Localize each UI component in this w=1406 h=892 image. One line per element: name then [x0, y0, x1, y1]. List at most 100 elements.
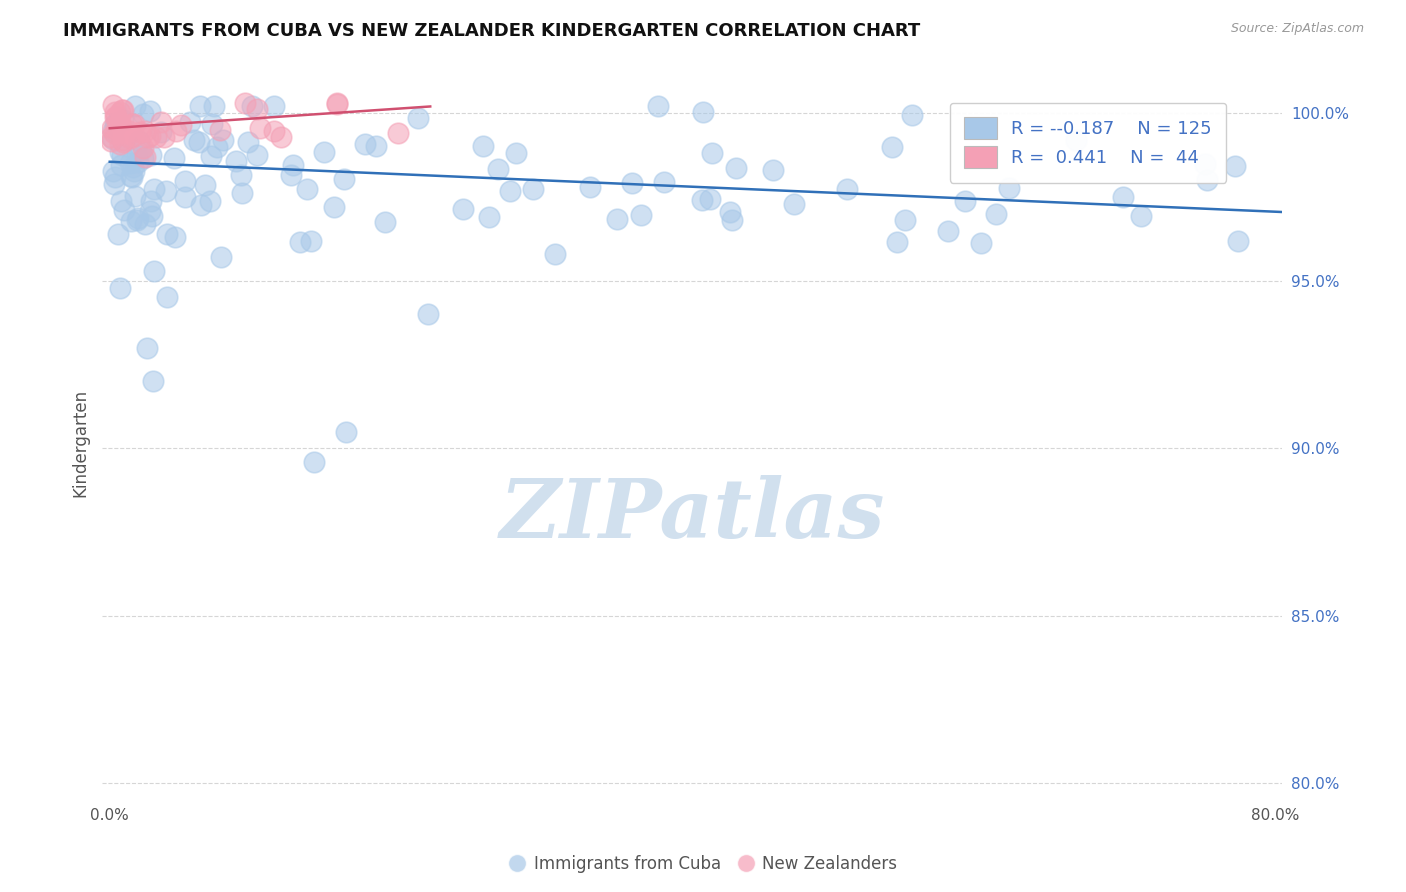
Point	[156, 290, 179, 304]
Point	[647, 99, 669, 113]
Point	[120, 131, 142, 145]
Point	[201, 117, 224, 131]
Point	[408, 112, 430, 126]
Point	[724, 161, 747, 176]
Point	[111, 133, 134, 147]
Point	[131, 107, 153, 121]
Point	[620, 176, 643, 190]
Point	[314, 145, 336, 159]
Point	[1064, 133, 1087, 147]
Point	[118, 156, 141, 170]
Point	[471, 138, 494, 153]
Point	[141, 148, 163, 162]
Point	[122, 117, 145, 131]
Point	[104, 110, 127, 124]
Point	[1194, 157, 1216, 171]
Point	[124, 99, 146, 113]
Point	[110, 104, 132, 119]
Point	[652, 175, 675, 189]
Point	[280, 168, 302, 182]
Point	[1129, 209, 1152, 223]
Point	[101, 124, 124, 138]
Point	[281, 158, 304, 172]
Point	[170, 118, 193, 132]
Point	[142, 182, 165, 196]
Point	[125, 148, 148, 162]
Point	[486, 162, 509, 177]
Point	[263, 99, 285, 113]
Point	[139, 194, 162, 209]
Point	[326, 96, 349, 111]
Point	[108, 115, 131, 129]
Point	[938, 224, 960, 238]
Point	[112, 112, 135, 127]
Point	[997, 181, 1019, 195]
Point	[387, 126, 409, 140]
Point	[110, 194, 132, 209]
Point	[451, 202, 474, 217]
Point	[263, 124, 285, 138]
Point	[111, 124, 134, 138]
Legend: Immigrants from Cuba, New Zealanders: Immigrants from Cuba, New Zealanders	[502, 848, 904, 880]
Point	[107, 227, 129, 241]
Point	[103, 131, 125, 145]
Point	[229, 168, 252, 182]
Point	[699, 192, 721, 206]
Point	[108, 116, 131, 130]
Point	[174, 173, 197, 187]
Point	[128, 134, 150, 148]
Point	[249, 121, 271, 136]
Point	[295, 182, 318, 196]
Point	[165, 124, 187, 138]
Point	[136, 341, 159, 355]
Point	[702, 146, 724, 161]
Point	[114, 126, 136, 140]
Point	[984, 206, 1007, 220]
Point	[240, 99, 263, 113]
Point	[207, 140, 229, 154]
Point	[103, 178, 125, 192]
Point	[183, 132, 205, 146]
Point	[100, 129, 122, 144]
Point	[209, 123, 232, 137]
Legend: R = --0.187    N = 125, R =  0.441    N =  44: R = --0.187 N = 125, R = 0.441 N = 44	[950, 103, 1226, 183]
Point	[139, 128, 162, 143]
Point	[173, 190, 195, 204]
Point	[374, 215, 396, 229]
Point	[1197, 173, 1219, 187]
Point	[246, 148, 269, 162]
Point	[335, 425, 357, 439]
Point	[290, 235, 312, 250]
Point	[120, 169, 142, 183]
Point	[211, 133, 233, 147]
Point	[209, 250, 232, 264]
Point	[132, 141, 155, 155]
Point	[138, 204, 160, 219]
Point	[1226, 234, 1249, 248]
Point	[129, 125, 152, 139]
Point	[231, 186, 253, 200]
Point	[762, 163, 785, 178]
Point	[127, 211, 149, 225]
Point	[246, 102, 269, 116]
Point	[901, 108, 924, 122]
Point	[299, 235, 322, 249]
Point	[304, 455, 326, 469]
Point	[122, 160, 145, 174]
Point	[142, 263, 165, 277]
Point	[364, 138, 387, 153]
Point	[718, 205, 741, 219]
Point	[155, 184, 177, 198]
Point	[152, 129, 174, 144]
Point	[138, 103, 160, 118]
Point	[225, 154, 247, 169]
Point	[101, 120, 124, 135]
Point	[111, 103, 134, 118]
Point	[120, 214, 142, 228]
Point	[163, 151, 186, 165]
Text: ZIPatlas: ZIPatlas	[499, 475, 886, 555]
Point	[104, 105, 127, 120]
Point	[124, 189, 146, 203]
Point	[886, 235, 908, 249]
Point	[108, 136, 131, 151]
